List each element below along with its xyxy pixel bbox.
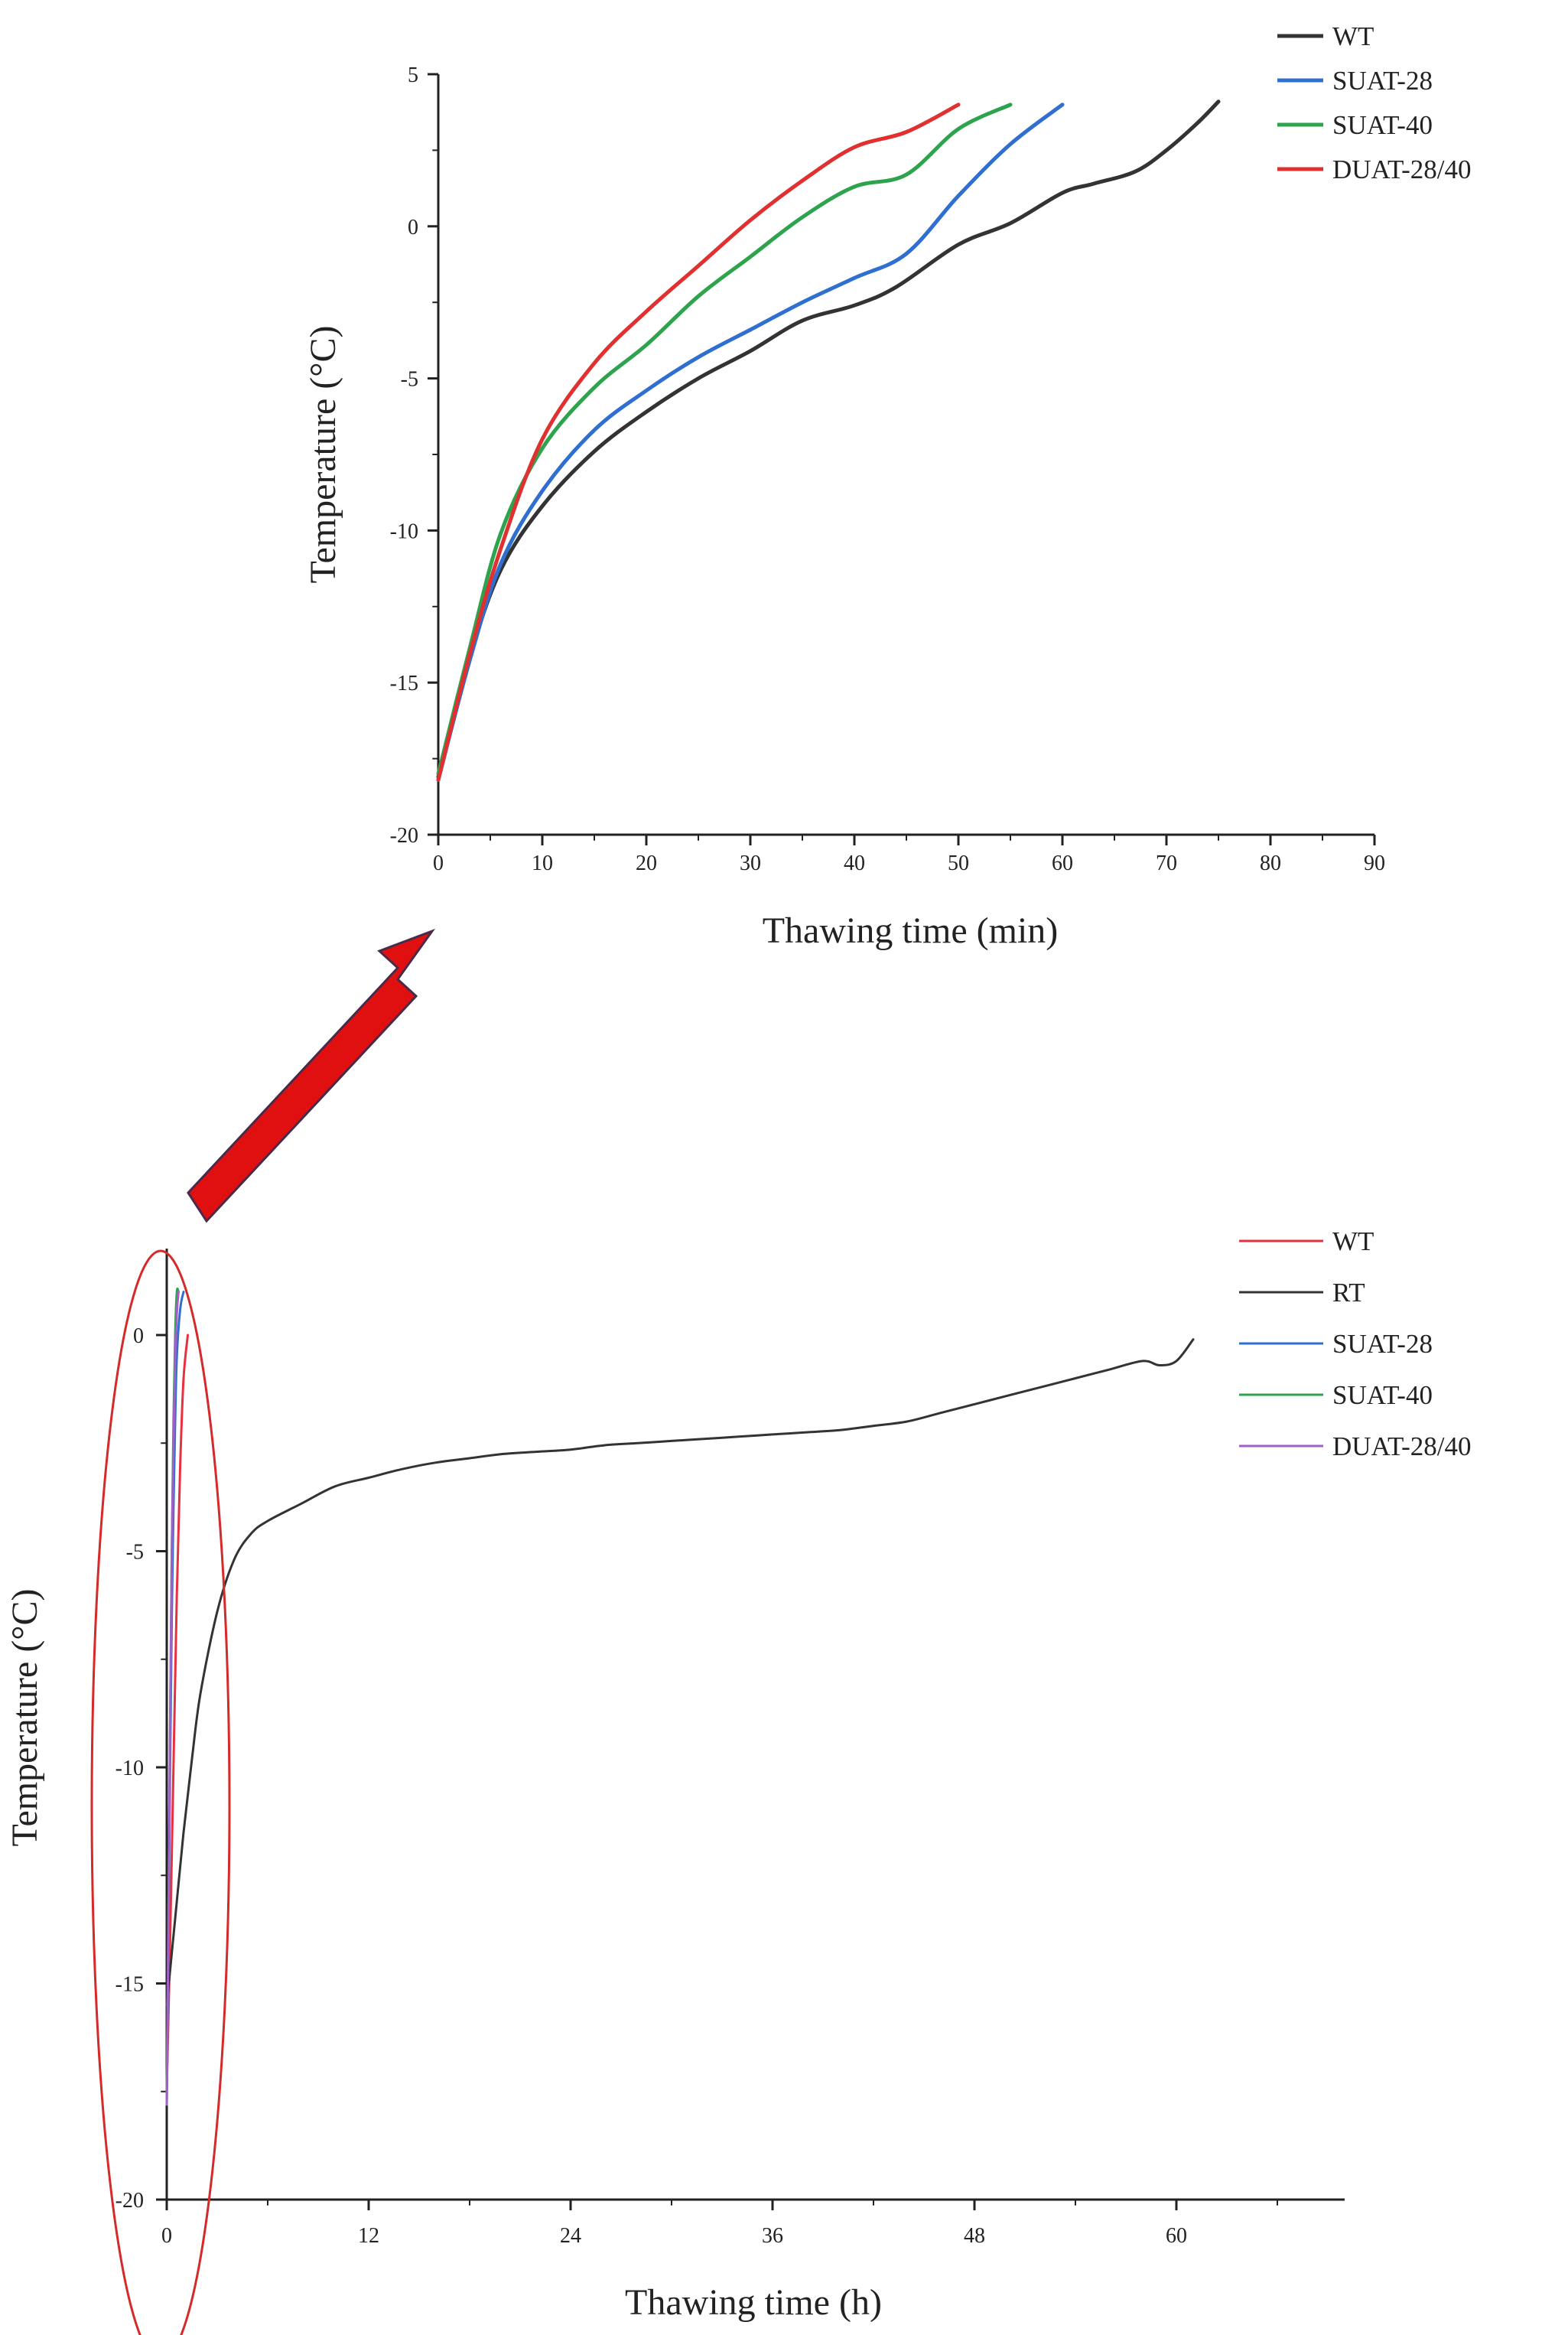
y-tick-label: 0 bbox=[133, 1324, 144, 1348]
x-tick-label: 70 bbox=[1156, 852, 1177, 875]
y-tick-label: -15 bbox=[115, 1973, 144, 1997]
x-axis-title: Thawing time (min) bbox=[763, 910, 1059, 951]
y-tick-label: -5 bbox=[126, 1541, 144, 1565]
y-tick-label: -10 bbox=[115, 1757, 144, 1780]
x-tick-label: 12 bbox=[358, 2224, 379, 2248]
x-tick-label: 24 bbox=[560, 2224, 581, 2248]
x-tick-label: 30 bbox=[740, 852, 761, 875]
legend-label: WT bbox=[1332, 1226, 1374, 1256]
x-tick-label: 40 bbox=[844, 852, 865, 875]
y-tick-label: -10 bbox=[390, 519, 418, 543]
y-axis-title: Temperature (°C) bbox=[5, 1588, 45, 1846]
series-line-duat-28-40 bbox=[165, 1291, 180, 2106]
y-tick-label: -5 bbox=[401, 368, 418, 392]
x-tick-label: 0 bbox=[433, 852, 444, 875]
x-tick-label: 60 bbox=[1166, 2224, 1187, 2248]
series-line-duat-28-40 bbox=[436, 103, 961, 782]
series-line-suat-28 bbox=[436, 103, 1065, 782]
legend-label: RT bbox=[1332, 1278, 1365, 1308]
legend-label: DUAT-28/40 bbox=[1332, 155, 1472, 184]
x-tick-label: 0 bbox=[161, 2224, 172, 2248]
y-tick-label: 0 bbox=[408, 216, 418, 239]
x-tick-label: 60 bbox=[1052, 852, 1073, 875]
highlight-ellipse bbox=[90, 1249, 231, 2335]
zoomed-chart: 0 10 20 30 40 50 60 70 80 90 -20 -15 -10 -5 0 5 Thawing … bbox=[303, 21, 1472, 951]
x-tick-label: 36 bbox=[762, 2224, 783, 2248]
y-tick-label: -20 bbox=[390, 824, 418, 848]
x-tick-label: 48 bbox=[964, 2224, 985, 2248]
legend: WT SUAT-28 SUAT-40 DUAT-28/40 bbox=[1277, 21, 1472, 184]
legend-label: SUAT-40 bbox=[1332, 1380, 1433, 1410]
x-tick-label: 50 bbox=[948, 852, 969, 875]
series-line-wt bbox=[165, 1334, 189, 2093]
legend-label: SUAT-40 bbox=[1332, 110, 1433, 140]
x-tick-label: 80 bbox=[1260, 852, 1281, 875]
x-tick-label: 10 bbox=[532, 852, 553, 875]
legend-label: SUAT-28 bbox=[1332, 1329, 1433, 1359]
y-tick-label: -15 bbox=[390, 672, 418, 695]
x-axis-title: Thawing time (h) bbox=[625, 2282, 882, 2323]
y-tick-label: -20 bbox=[115, 2189, 144, 2213]
y-axis-title: Temperature (°C) bbox=[303, 325, 343, 583]
x-tick-label: 20 bbox=[636, 852, 657, 875]
full-chart: 0 12 24 36 48 60 -20 -15 -10 -5 0 Thawing time (h) T… bbox=[5, 1226, 1472, 2323]
series-line-rt bbox=[165, 1338, 1195, 2007]
series-line-suat-40 bbox=[436, 103, 1013, 776]
legend-label: DUAT-28/40 bbox=[1332, 1431, 1472, 1461]
series-line-wt bbox=[436, 99, 1221, 779]
x-tick-label: 90 bbox=[1364, 852, 1385, 875]
y-tick-label: 5 bbox=[408, 64, 418, 87]
legend-label: WT bbox=[1332, 21, 1374, 51]
zoom-arrow bbox=[187, 928, 436, 1223]
legend: WT RT SUAT-28 SUAT-40 DUAT-28/40 bbox=[1239, 1226, 1472, 1461]
annotation-layer bbox=[90, 928, 436, 2335]
legend-label: SUAT-28 bbox=[1332, 66, 1433, 96]
